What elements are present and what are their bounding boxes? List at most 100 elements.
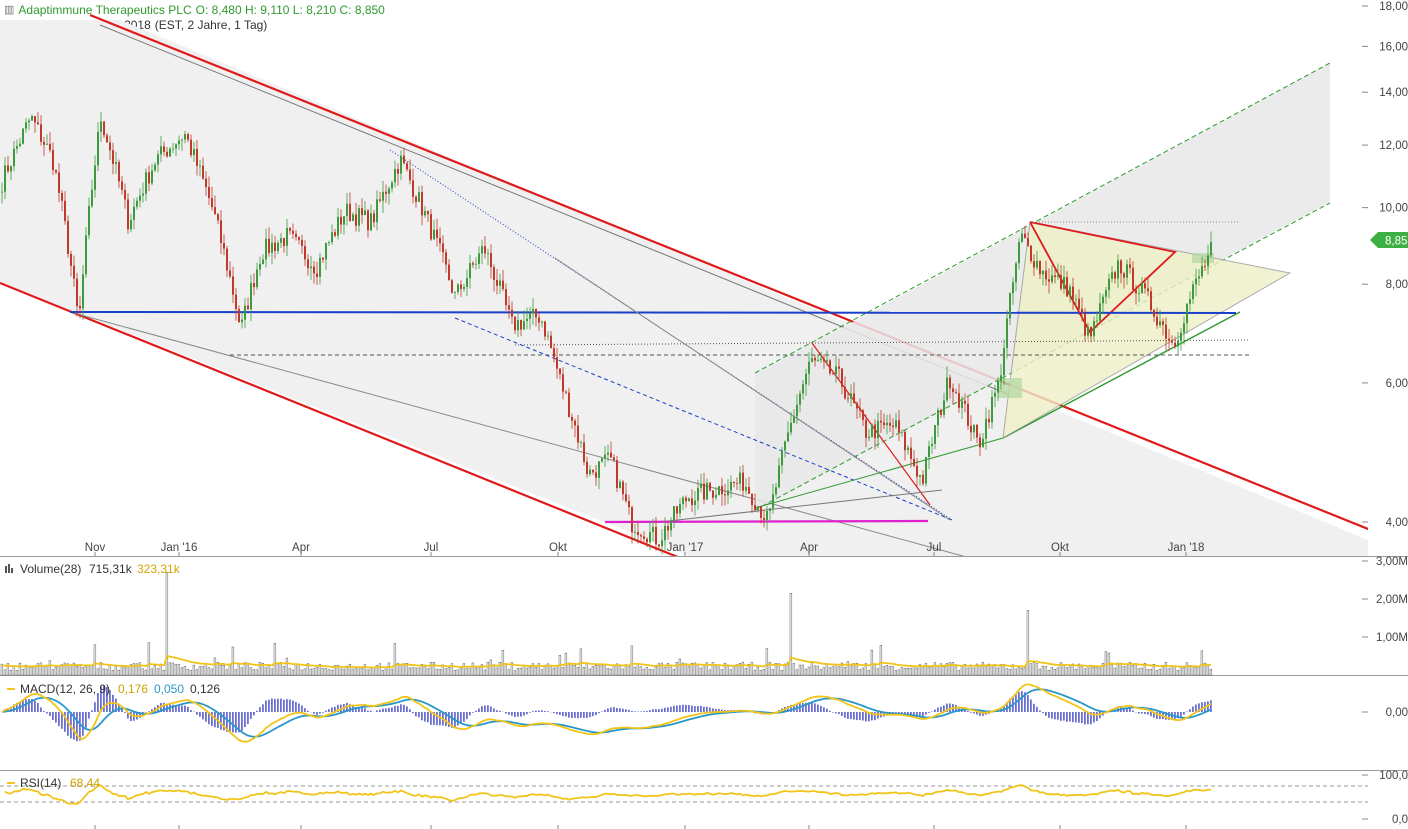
volume-bar [273,642,277,676]
time-tick-label: Jan '17 [667,542,704,554]
macd-histogram-bar [424,712,426,722]
volume-bar [105,669,109,676]
volume-bar [189,670,193,676]
volume-bar [504,663,508,676]
candle-body [331,232,333,243]
volume-bar [495,667,499,676]
candle-body [310,266,312,269]
volume-bar [918,664,922,676]
macd-histogram-bar [829,710,831,712]
candle-body [700,483,702,488]
candle-body [388,188,390,194]
volume-bar [297,664,301,676]
volume-bar [792,663,796,676]
volume-bar [1017,667,1021,676]
price-tick-label: 6,00 [1386,378,1408,390]
candle-body [550,335,552,349]
candle-body [862,410,864,420]
candle-body [739,472,741,484]
volume-bar [966,667,970,676]
volume-bar [1086,667,1090,676]
candle-body [1138,293,1140,294]
grey-trend-lower [69,311,965,556]
candle-body [925,457,927,484]
candle-body [418,192,420,202]
candle-body [193,148,195,156]
candle-body [94,165,96,190]
volume-bar [195,669,199,676]
volume-bar [975,663,979,676]
macd-histogram-bar [673,705,675,712]
volume-bar [294,664,298,676]
macd-histogram-bar [1018,692,1020,712]
macd-histogram-bar [301,705,303,712]
volume-bar [186,669,190,676]
volume-bar [672,669,676,676]
candle-body [424,211,426,216]
volume-bar [987,663,991,676]
candle-body [1081,308,1083,314]
volume-bar [507,669,511,676]
volume-bar [24,664,28,676]
volume-tick-label: 3,00M [1376,556,1408,568]
volume-bar [1125,663,1129,676]
volume-bar [1119,662,1123,676]
price-tick-label: 10,00 [1379,203,1408,215]
candle-body [784,441,786,451]
candle-body [1018,242,1020,264]
candle-body [85,235,87,275]
candle-body [211,198,213,208]
macd-histogram-bar [520,712,522,717]
macd-histogram-bar [304,708,306,712]
macd-histogram-bar [445,712,447,727]
macd-histogram-bar [925,712,927,715]
candle-body [775,487,777,495]
macd-histogram-bar [109,690,111,712]
volume-bar [39,662,43,676]
price-tick-label: 14,00 [1379,87,1408,99]
macd-histogram-bar [421,712,423,721]
macd-histogram-bar [1087,712,1089,725]
macd-histogram-bar [841,712,843,716]
macd-histogram-bar [898,712,900,714]
volume-bar [1209,668,1213,676]
candle-body [742,472,744,491]
macd-histogram-bar [484,705,486,712]
volume-bar [450,663,454,676]
volume-bar [639,666,643,676]
volume-bar [360,668,364,676]
macd-histogram-bar [1078,712,1080,723]
volume-bar [960,665,964,676]
macd-histogram-bar [61,712,63,729]
candle-body [610,452,612,458]
candle-body [931,443,933,447]
volume-bar [90,665,94,676]
candle-body [955,392,957,394]
volume-bar [981,661,985,676]
volume-bar [408,667,412,676]
volume-bar [519,667,523,676]
macd-histogram-bar [529,712,531,713]
candle-body [1048,279,1050,282]
macd-histogram-bar [928,712,930,713]
volume-bar [1011,664,1015,676]
volume-bar [474,667,478,676]
macd-histogram-bar [52,712,54,720]
volume-bar [873,663,877,676]
candle-body [460,284,462,289]
candle-body [1003,347,1005,376]
volume-bar [312,668,316,676]
macd-signal-line [1,688,1212,738]
volume-bar [51,669,55,676]
volume-bar [87,664,91,676]
volume-bar [777,663,781,676]
candle-body [577,425,579,443]
macd-histogram-bar [814,703,816,712]
macd-histogram-bar [547,711,549,712]
volume-bar [984,666,988,676]
macd-histogram-bar [1066,712,1068,722]
time-tick-label: Apr [800,542,818,554]
candle-body [532,308,534,314]
macd-histogram-bar [634,711,636,712]
